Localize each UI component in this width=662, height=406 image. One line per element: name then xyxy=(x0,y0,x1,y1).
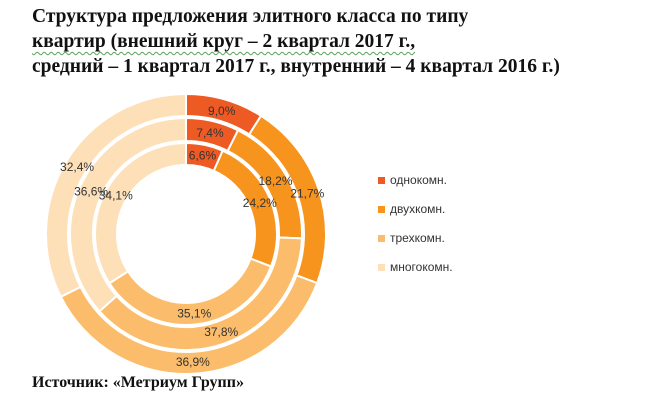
legend-swatch-dvukhkomn xyxy=(378,206,385,213)
chart-title-line-2: квартир (внешний круг – 2 квартал 2017 г… xyxy=(32,31,416,52)
doughnut-rings xyxy=(45,92,327,375)
slice-middle-mnogokomn xyxy=(69,116,187,313)
data-label-outer-dvukhkomn: 21,7% xyxy=(290,186,324,200)
source-note: Источник: «Метриум Групп» xyxy=(32,374,244,391)
chart-title: Структура предложения элитного класса по… xyxy=(32,4,657,79)
data-label-middle-dvukhkomn: 18,2% xyxy=(259,174,293,188)
chart-title-line-3: средний – 1 квартал 2017 г., внутренний … xyxy=(32,56,560,77)
data-label-inner-trekhkomn: 35,1% xyxy=(177,307,211,321)
legend-label-mnogokomn: многокомн. xyxy=(390,260,453,274)
doughnut-labels: 9,0% 21,7% 36,9% 32,4% 7,4% 18,2% 37,8% 36,6% 6,… xyxy=(60,104,325,369)
data-label-middle-odnokomn: 7,4% xyxy=(196,126,224,140)
data-label-outer-odnokomn: 9,0% xyxy=(208,104,236,118)
legend-swatch-trekhkomn xyxy=(378,235,385,242)
legend-label-odnokomn: однокомн. xyxy=(390,173,447,187)
chart-legend: однокомн. двухкомн. трехкомн. многокомн. xyxy=(378,173,453,274)
legend-swatch-mnogokomn xyxy=(378,264,385,271)
legend-label-dvukhkomn: двухкомн. xyxy=(390,202,445,216)
data-label-inner-mnogokomn: 34,1% xyxy=(99,189,133,203)
data-label-outer-mnogokomn: 32,4% xyxy=(60,160,94,174)
chart-title-line-1: Структура предложения элитного класса по… xyxy=(32,6,469,27)
data-label-inner-dvukhkomn: 24,2% xyxy=(243,196,277,210)
data-label-outer-trekhkomn: 36,9% xyxy=(176,355,210,369)
slice-outer-mnogokomn xyxy=(45,92,187,299)
legend-label-trekhkomn: трехкомн. xyxy=(390,231,445,245)
data-label-middle-trekhkomn: 37,8% xyxy=(204,325,238,339)
legend-swatch-odnokomn xyxy=(378,177,385,184)
data-label-middle-mnogokomn: 36,6% xyxy=(74,185,108,199)
slice-inner-mnogokomn xyxy=(94,141,187,285)
data-label-inner-odnokomn: 6,6% xyxy=(189,149,217,163)
